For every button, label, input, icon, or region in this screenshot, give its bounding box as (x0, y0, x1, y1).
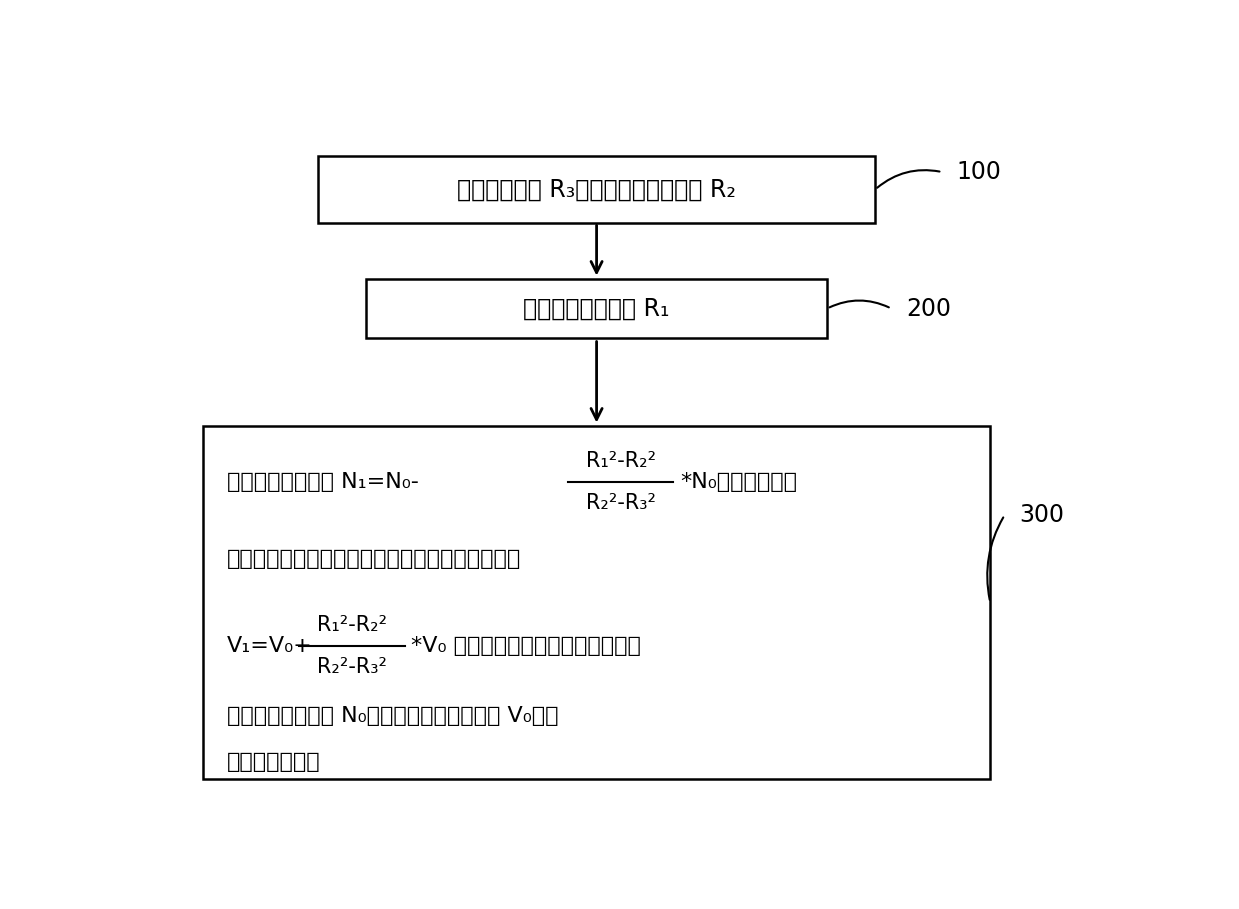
Text: 200: 200 (906, 296, 950, 321)
Text: R₂²-R₃²: R₂²-R₃² (317, 657, 387, 677)
Text: 300: 300 (1018, 503, 1064, 527)
Text: 所述螺杆目标转速转动，或计算线缆目标移动速度: 所述螺杆目标转速转动，或计算线缆目标移动速度 (227, 549, 522, 569)
Text: R₂²-R₃²: R₂²-R₃² (586, 493, 655, 513)
Text: *N₀并控制螺杆按: *N₀并控制螺杆按 (680, 472, 797, 492)
FancyBboxPatch shape (367, 279, 828, 338)
Text: 测量护套当前外径 R₁: 测量护套当前外径 R₁ (523, 296, 670, 321)
Text: 获取护套内径 R₃，设定护套目标外径 R₂: 获取护套内径 R₃，设定护套目标外径 R₂ (457, 177, 736, 202)
FancyBboxPatch shape (318, 156, 875, 223)
Text: 100: 100 (957, 160, 1001, 185)
Text: 动速度移动，所述 N₀为螺杆当前转速，所述 V₀为线: 动速度移动，所述 N₀为螺杆当前转速，所述 V₀为线 (227, 706, 559, 726)
Text: R₁²-R₂²: R₁²-R₂² (586, 451, 655, 471)
Text: 计算螺杆目标转速 N₁=N₀-: 计算螺杆目标转速 N₁=N₀- (227, 472, 419, 492)
Text: 缆当前移动速度: 缆当前移动速度 (227, 752, 321, 772)
Text: *V₀ 并控制线缆按造所述线缆目标移: *V₀ 并控制线缆按造所述线缆目标移 (411, 636, 641, 656)
FancyBboxPatch shape (203, 425, 990, 779)
Text: V₁=V₀+: V₁=V₀+ (227, 636, 312, 656)
Text: R₁²-R₂²: R₁²-R₂² (317, 615, 387, 635)
